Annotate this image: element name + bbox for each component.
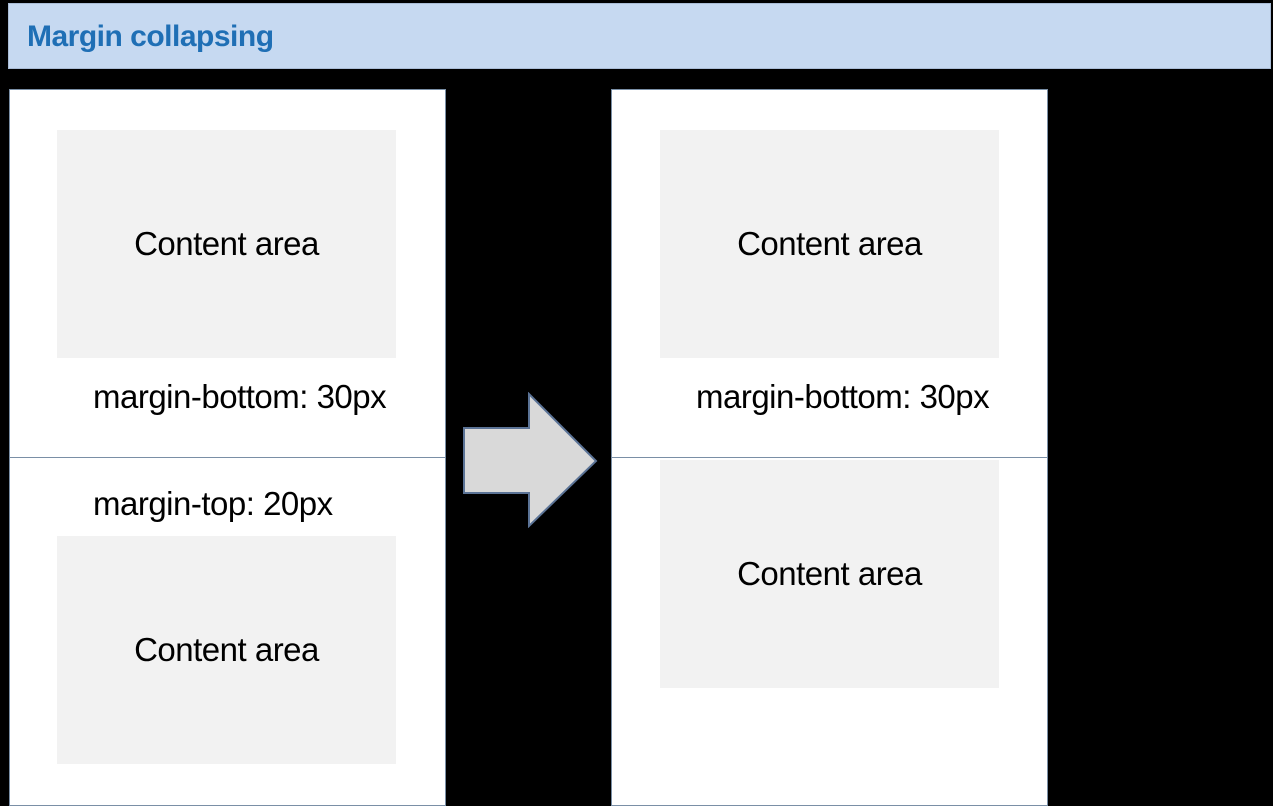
box-divider [612, 457, 1047, 458]
before-diagram-panel: Content area margin-bottom: 30px margin-… [9, 89, 446, 806]
right-arrow-icon [463, 392, 598, 528]
bottom-content-area: Content area [660, 460, 999, 688]
title-bar: Margin collapsing [8, 3, 1271, 69]
after-diagram-panel: Content area margin-bottom: 30px Content… [611, 89, 1048, 806]
page-title: Margin collapsing [27, 20, 274, 53]
margin-top-label: margin-top: 20px [93, 485, 333, 522]
margin-bottom-label: margin-bottom: 30px [93, 378, 387, 415]
top-content-area: Content area [660, 130, 999, 358]
bottom-content-area: Content area [57, 536, 396, 764]
top-content-area: Content area [57, 130, 396, 358]
margin-bottom-label: margin-bottom: 30px [696, 378, 990, 415]
box-divider [10, 457, 445, 458]
